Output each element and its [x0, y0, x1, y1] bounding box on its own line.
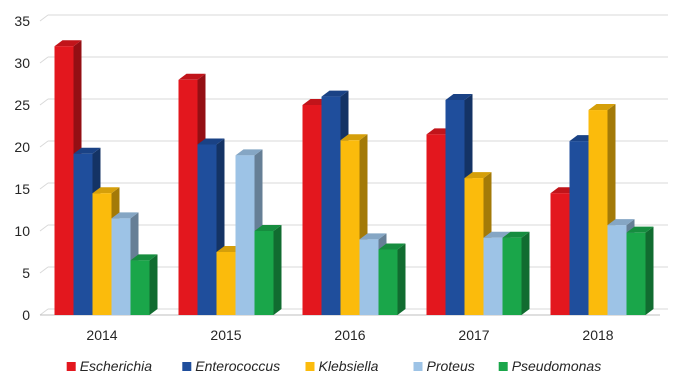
bars [54, 40, 654, 316]
y-tick-label: 35 [14, 13, 30, 29]
bar-front [550, 193, 570, 315]
gridline-side [39, 98, 49, 106]
bar-top [197, 138, 225, 145]
bar-front [607, 225, 627, 315]
bar-top [359, 233, 387, 240]
bar-pseudomonas-2017 [502, 231, 530, 315]
legend-item-proteus: Proteus [413, 358, 475, 374]
bar-front [626, 232, 646, 315]
bar-front [464, 178, 484, 315]
bar-side [397, 243, 406, 315]
bar-front [92, 193, 112, 315]
gridline-side [39, 140, 49, 148]
bar-top [502, 231, 530, 238]
gridline-side [39, 14, 49, 22]
bar-front [54, 46, 74, 315]
gridline-side [39, 266, 49, 274]
bar-top [607, 219, 635, 226]
bar-front [197, 144, 217, 315]
bar-front [321, 96, 341, 315]
x-tick-label: 2015 [210, 327, 241, 343]
bar-top [111, 212, 139, 219]
bar-top [235, 149, 263, 156]
bar-side [149, 254, 158, 315]
legend-label: Escherichia [80, 358, 153, 374]
bar-front [483, 237, 503, 315]
legend-label: Proteus [427, 358, 475, 374]
bar-front [111, 218, 131, 315]
bar-top [378, 243, 406, 250]
bar-front [178, 79, 198, 315]
bar-pseudomonas-2015 [254, 225, 282, 315]
bar-pseudomonas-2016 [378, 243, 406, 315]
bar-top [445, 93, 473, 100]
bar-top [626, 226, 654, 233]
bar-front [359, 239, 379, 315]
y-tick-label: 0 [22, 307, 30, 323]
x-tick-label: 2018 [582, 327, 613, 343]
bar-front [588, 110, 608, 315]
legend-swatch [182, 362, 192, 371]
bar-front [130, 260, 150, 315]
bar-side [645, 226, 654, 315]
legend-swatch [66, 362, 76, 371]
gridline-side [39, 308, 49, 316]
gridline-side [39, 182, 49, 190]
legend-item-enterococcus: Enterococcus [182, 358, 280, 374]
legend-swatch [305, 362, 315, 371]
bar-top [464, 172, 492, 179]
bar-pseudomonas-2018 [626, 226, 654, 315]
bar-top [588, 104, 616, 111]
bar-top [73, 147, 101, 154]
bar-top [321, 90, 349, 97]
legend-item-pseudomonas: Pseudomonas [498, 358, 602, 374]
bar-front [426, 134, 446, 315]
bar-front [502, 237, 522, 315]
legend-item-escherichia: Escherichia [66, 358, 153, 374]
bar-top [483, 231, 511, 238]
x-tick-label: 2017 [458, 327, 489, 343]
bar-front [254, 231, 274, 315]
y-tick-label: 5 [22, 265, 30, 281]
bar-top [178, 73, 206, 80]
bar-front [340, 140, 360, 315]
bar-front [378, 249, 398, 315]
x-tick-label: 2014 [86, 327, 117, 343]
legend-label: Enterococcus [195, 358, 280, 374]
y-tick-label: 15 [14, 181, 30, 197]
bar-front [569, 141, 589, 315]
y-axis: 0 5 10 15 20 25 30 35 [14, 13, 30, 323]
y-tick-label: 20 [14, 139, 30, 155]
bar-side [521, 231, 530, 315]
bar-front [302, 105, 322, 315]
bar-front [235, 155, 255, 315]
legend-swatch [498, 362, 508, 371]
legend-label: Pseudomonas [512, 358, 602, 374]
bar-side [273, 225, 282, 315]
gridline-side [39, 224, 49, 232]
y-tick-label: 10 [14, 223, 30, 239]
bar-top [254, 225, 282, 231]
x-axis: 2014 2015 2016 2017 2018 [86, 327, 613, 343]
bar-pseudomonas-2014 [130, 254, 158, 315]
legend-swatch [413, 362, 423, 371]
bar-top [340, 134, 368, 141]
bar-top [92, 187, 120, 194]
legend: Escherichia Enterococcus Klebsiella Proteus… [66, 358, 602, 374]
gridline-side [39, 56, 49, 64]
bar-front [216, 252, 236, 315]
bar-front [445, 99, 465, 316]
legend-item-klebsiella: Klebsiella [305, 358, 379, 374]
bar-top [54, 40, 82, 47]
bar-top [130, 254, 158, 261]
y-tick-label: 30 [14, 55, 30, 71]
x-tick-label: 2016 [334, 327, 365, 343]
y-tick-label: 25 [14, 97, 30, 113]
legend-label: Klebsiella [319, 358, 379, 374]
bar-front [73, 153, 93, 315]
